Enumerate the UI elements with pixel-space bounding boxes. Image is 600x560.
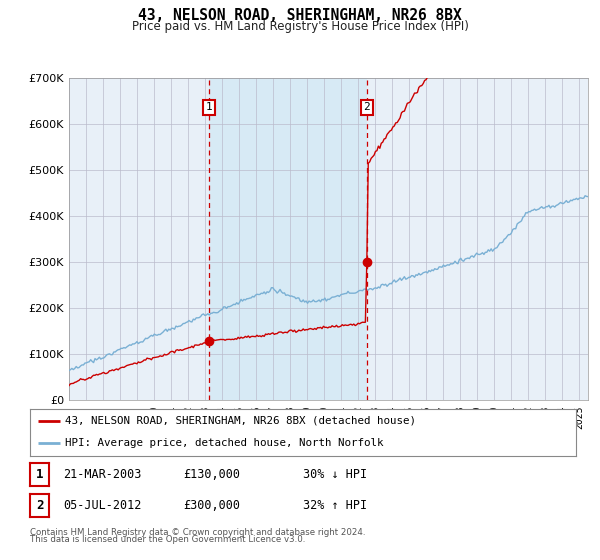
Text: 43, NELSON ROAD, SHERINGHAM, NR26 8BX (detached house): 43, NELSON ROAD, SHERINGHAM, NR26 8BX (d… [65,416,416,426]
Text: 05-JUL-2012: 05-JUL-2012 [63,499,142,512]
Text: 2: 2 [36,499,43,512]
Text: 30% ↓ HPI: 30% ↓ HPI [303,468,367,481]
Text: Price paid vs. HM Land Registry's House Price Index (HPI): Price paid vs. HM Land Registry's House … [131,20,469,33]
Text: 2: 2 [364,102,370,113]
Text: £130,000: £130,000 [183,468,240,481]
Bar [209,78,367,400]
Text: 1: 1 [205,102,212,113]
Text: HPI: Average price, detached house, North Norfolk: HPI: Average price, detached house, Nort… [65,438,384,448]
Text: This data is licensed under the Open Government Licence v3.0.: This data is licensed under the Open Gov… [30,535,305,544]
Text: Contains HM Land Registry data © Crown copyright and database right 2024.: Contains HM Land Registry data © Crown c… [30,528,365,536]
Text: £300,000: £300,000 [183,499,240,512]
Text: 32% ↑ HPI: 32% ↑ HPI [303,499,367,512]
Text: 43, NELSON ROAD, SHERINGHAM, NR26 8BX: 43, NELSON ROAD, SHERINGHAM, NR26 8BX [138,8,462,24]
Text: 21-MAR-2003: 21-MAR-2003 [63,468,142,481]
Text: 1: 1 [36,468,43,481]
